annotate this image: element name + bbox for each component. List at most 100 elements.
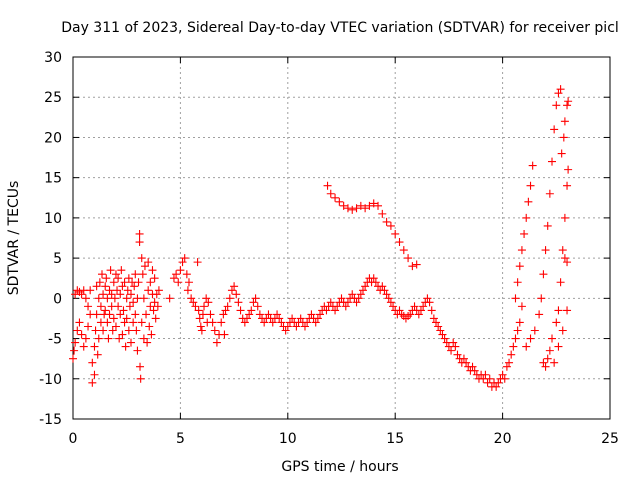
data-point bbox=[288, 314, 297, 323]
data-point bbox=[150, 274, 159, 283]
data-point bbox=[195, 314, 204, 323]
y-tick-label: 20 bbox=[44, 130, 62, 146]
data-point bbox=[522, 342, 531, 351]
data-point bbox=[99, 290, 108, 299]
data-point bbox=[543, 221, 552, 230]
data-point bbox=[511, 294, 520, 303]
data-point bbox=[352, 204, 361, 213]
data-point bbox=[554, 306, 563, 315]
data-point bbox=[84, 302, 93, 311]
chart-title: Day 311 of 2023, Sidereal Day-to-day VTE… bbox=[61, 20, 619, 36]
data-point bbox=[507, 350, 516, 359]
data-point bbox=[117, 266, 126, 275]
data-point bbox=[524, 197, 533, 206]
data-point bbox=[563, 306, 572, 315]
y-axis-label: SDTVAR / TECUs bbox=[6, 181, 22, 296]
data-point bbox=[119, 306, 128, 315]
data-point bbox=[152, 290, 161, 299]
y-tick-label: -15 bbox=[39, 412, 62, 428]
data-point bbox=[120, 318, 129, 327]
data-point bbox=[79, 342, 88, 351]
data-point bbox=[146, 278, 155, 287]
data-point bbox=[114, 302, 123, 311]
data-point bbox=[331, 306, 340, 315]
data-point bbox=[130, 282, 139, 291]
data-point bbox=[122, 294, 131, 303]
data-point bbox=[131, 270, 140, 279]
data-point bbox=[196, 322, 205, 331]
data-point bbox=[481, 370, 490, 379]
data-point bbox=[517, 302, 526, 311]
data-point bbox=[356, 201, 365, 210]
data-point bbox=[563, 181, 572, 190]
data-point bbox=[543, 354, 552, 363]
data-point bbox=[281, 326, 290, 335]
data-point bbox=[323, 181, 332, 190]
x-tick-label: 0 bbox=[69, 431, 78, 447]
data-point bbox=[380, 286, 389, 295]
data-point bbox=[404, 254, 413, 263]
data-point bbox=[391, 229, 400, 238]
data-point bbox=[539, 358, 548, 367]
data-point bbox=[352, 298, 361, 307]
x-tick-label: 15 bbox=[386, 431, 404, 447]
data-point bbox=[73, 326, 82, 335]
data-point bbox=[118, 282, 127, 291]
data-point bbox=[165, 294, 174, 303]
tick-labels: 0 5 10 15 20 25 -15 -10 -5 0 5 10 15 20 25 30 bbox=[39, 50, 619, 447]
data-point bbox=[230, 282, 239, 291]
data-point bbox=[526, 334, 535, 343]
data-point bbox=[406, 310, 415, 319]
x-tick-label: 20 bbox=[494, 431, 512, 447]
data-point bbox=[109, 278, 118, 287]
data-point bbox=[535, 310, 544, 319]
data-point bbox=[123, 286, 132, 295]
data-point bbox=[389, 302, 398, 311]
data-point bbox=[145, 322, 154, 331]
data-point bbox=[114, 274, 123, 283]
data-point bbox=[172, 270, 181, 279]
data-point bbox=[144, 258, 153, 267]
data-point bbox=[541, 362, 550, 371]
data-point bbox=[550, 125, 559, 134]
y-tick-label: 10 bbox=[44, 211, 62, 227]
data-point bbox=[102, 274, 111, 283]
data-point bbox=[107, 290, 116, 299]
data-point bbox=[200, 302, 209, 311]
data-point bbox=[94, 294, 103, 303]
data-point bbox=[513, 326, 522, 335]
data-point bbox=[180, 254, 189, 263]
data-point bbox=[109, 314, 118, 323]
data-point bbox=[182, 270, 191, 279]
data-point bbox=[191, 302, 200, 311]
data-point bbox=[220, 330, 229, 339]
data-point bbox=[93, 350, 102, 359]
data-point bbox=[462, 358, 471, 367]
data-point bbox=[135, 229, 144, 238]
data-point bbox=[260, 318, 269, 327]
data-point bbox=[361, 204, 370, 213]
data-point bbox=[386, 221, 395, 230]
data-point bbox=[106, 266, 115, 275]
data-point bbox=[240, 318, 249, 327]
data-point bbox=[277, 318, 286, 327]
data-point bbox=[103, 318, 112, 327]
data-point bbox=[313, 314, 322, 323]
data-point bbox=[219, 310, 228, 319]
data-point bbox=[104, 334, 113, 343]
data-point bbox=[154, 286, 163, 295]
data-point bbox=[124, 274, 133, 283]
data-point bbox=[382, 290, 391, 299]
data-point bbox=[528, 161, 537, 170]
data-point bbox=[126, 338, 135, 347]
data-point bbox=[105, 286, 114, 295]
data-point bbox=[194, 306, 203, 315]
data-point bbox=[187, 294, 196, 303]
data-point bbox=[227, 286, 236, 295]
data-point bbox=[202, 294, 211, 303]
data-point bbox=[459, 354, 468, 363]
data-point bbox=[183, 286, 192, 295]
data-point bbox=[255, 310, 264, 319]
data-point bbox=[140, 262, 149, 271]
